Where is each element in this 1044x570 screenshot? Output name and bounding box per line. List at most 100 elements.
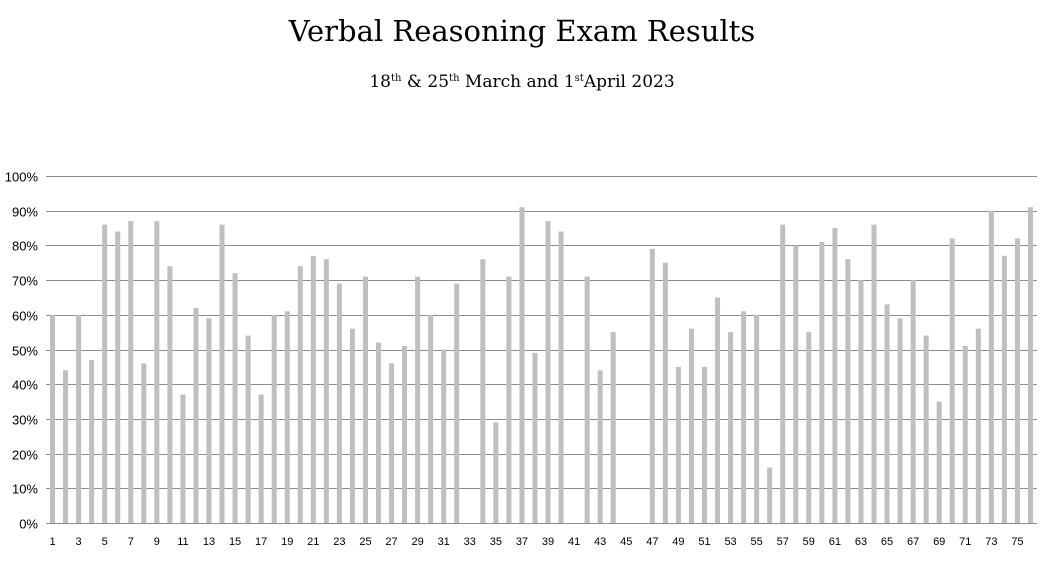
bar: [767, 467, 773, 523]
bar: [532, 352, 538, 523]
bar: [493, 422, 499, 523]
x-tick-label: 49: [672, 536, 684, 548]
bar: [415, 276, 421, 523]
x-tick-label: 5: [102, 536, 108, 548]
bar: [558, 231, 564, 523]
bar: [688, 328, 694, 523]
x-tick-label: 75: [1011, 536, 1023, 548]
x-tick-label: 17: [255, 536, 267, 548]
bar: [519, 207, 525, 524]
bar: [584, 276, 590, 523]
x-tick-label: 47: [646, 536, 658, 548]
x-tick-label: 73: [985, 536, 997, 548]
bar: [962, 346, 968, 523]
x-tick-label: 7: [128, 536, 134, 548]
bar: [310, 255, 316, 523]
x-tick-label: 13: [203, 536, 215, 548]
bar: [610, 332, 616, 523]
bar: [89, 359, 95, 523]
x-tick-label: 33: [464, 536, 476, 548]
bar: [258, 394, 264, 523]
bar: [154, 221, 160, 524]
bar: [910, 280, 916, 523]
x-tick-label: 71: [959, 536, 971, 548]
y-tick-label: 20%: [12, 448, 38, 463]
bar: [701, 366, 707, 523]
bar: [76, 314, 82, 523]
bar: [102, 224, 108, 523]
x-tick-label: 55: [751, 536, 763, 548]
y-axis-ticks: 0% 10% 20% 30% 40% 50% 60% 70% 80% 90% 100%: [5, 170, 39, 532]
x-axis-ticks: 1 3 5 7 9 11 13 15 17 19 21 23 25 27 29 31 33 35 37 39 41 43 4…: [49, 536, 1023, 548]
bar: [806, 332, 812, 523]
bar: [428, 314, 434, 523]
bar: [754, 314, 760, 523]
y-tick-label: 70%: [12, 274, 38, 289]
x-tick-label: 43: [594, 536, 606, 548]
chart-subtitle: 18th & 25th March and 1stApril 2023: [0, 72, 1044, 92]
bar: [362, 276, 368, 523]
subtitle-superscript: th: [449, 73, 460, 84]
y-tick-label: 50%: [12, 344, 38, 359]
bar: [897, 318, 903, 523]
x-tick-label: 35: [490, 536, 502, 548]
subtitle-part: March and 1: [459, 72, 575, 92]
bar: [819, 241, 825, 523]
bar: [506, 276, 512, 523]
x-tick-label: 19: [281, 536, 293, 548]
bar: [284, 311, 290, 523]
x-tick-label: 3: [76, 536, 82, 548]
x-tick-label: 11: [177, 536, 188, 548]
x-tick-label: 39: [542, 536, 554, 548]
x-tick-label: 57: [777, 536, 789, 548]
x-tick-label: 1: [49, 536, 55, 548]
bar: [1014, 238, 1020, 523]
bar: [923, 335, 929, 523]
bar: [988, 210, 994, 523]
bar: [649, 248, 655, 523]
bar: [50, 314, 56, 523]
x-tick-label: 29: [412, 536, 424, 548]
y-tick-label: 0%: [19, 517, 38, 532]
bar: [715, 297, 721, 523]
bar: [832, 228, 838, 524]
x-tick-label: 15: [229, 536, 241, 548]
subtitle-part: & 25: [401, 72, 450, 92]
bar: [232, 273, 238, 523]
bar: [454, 283, 460, 523]
bar: [728, 332, 734, 523]
bar: [115, 231, 121, 523]
bar: [936, 401, 942, 523]
bar: [206, 318, 212, 523]
y-tick-label: 30%: [12, 413, 38, 428]
bar: [1027, 207, 1033, 524]
chart-title: Verbal Reasoning Exam Results: [288, 14, 756, 48]
bar: [780, 224, 786, 523]
bar: [376, 342, 382, 523]
subtitle-superscript: th: [391, 73, 402, 84]
bar: [949, 238, 955, 523]
bars: [50, 207, 1033, 524]
bar: [975, 328, 981, 523]
bar: [845, 259, 851, 523]
x-tick-label: 51: [698, 536, 710, 548]
bar: [389, 363, 395, 523]
bar: [336, 283, 342, 523]
bar: [741, 311, 747, 523]
bar: [884, 304, 890, 523]
subtitle-part: April 2023: [583, 72, 675, 92]
bar: [167, 266, 173, 523]
subtitle-part: 18: [369, 72, 391, 92]
bar: [297, 266, 303, 523]
bar: [180, 394, 186, 523]
x-tick-label: 45: [620, 536, 632, 548]
y-tick-label: 10%: [12, 482, 38, 497]
bar: [402, 346, 408, 523]
bar: [662, 262, 668, 523]
bar: [1001, 255, 1007, 523]
bar: [793, 245, 799, 523]
y-tick-label: 100%: [5, 170, 39, 185]
x-tick-label: 63: [855, 536, 867, 548]
bar: [141, 363, 147, 523]
